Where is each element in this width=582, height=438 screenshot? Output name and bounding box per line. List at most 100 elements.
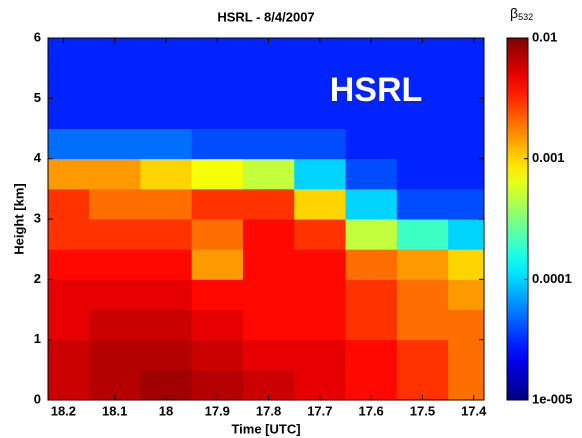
heatmap-cell (345, 68, 398, 99)
heatmap-cell (345, 309, 398, 341)
y-tick-label: 2 (34, 271, 41, 286)
heatmap-cell (396, 188, 449, 220)
heatmap-cell (294, 188, 347, 220)
heatmap-cell (396, 279, 449, 310)
heatmap-cell (242, 158, 295, 190)
heatmap-cell (89, 249, 141, 280)
annotation: HSRL (330, 71, 423, 109)
heatmap-cell (396, 219, 449, 250)
heatmap-cell (396, 38, 449, 69)
heatmap-cell (140, 38, 193, 69)
heatmap-cell (294, 38, 347, 69)
heatmap-cell (140, 309, 193, 341)
heatmap-cell (48, 98, 90, 129)
heatmap-cell (140, 249, 193, 280)
heatmap-cell (448, 38, 484, 69)
y-tick-label: 6 (34, 29, 41, 44)
heatmap-cell (242, 219, 295, 250)
heatmap-cell (345, 38, 398, 69)
heatmap-cell (448, 158, 484, 190)
heatmap-cell (242, 339, 295, 371)
heatmap-cell (191, 279, 244, 310)
heatmap-cell (345, 98, 398, 129)
heatmap-cell (191, 249, 244, 280)
heatmap-cell (140, 158, 193, 190)
heatmap-cell (48, 279, 90, 310)
heatmap-cell (89, 369, 141, 400)
heatmap-cell (191, 309, 244, 341)
heatmap-cell (242, 309, 295, 341)
heatmap-cell (140, 339, 193, 371)
heatmap-cell (345, 128, 398, 160)
heatmap-cell (448, 339, 484, 371)
heatmap-cell (140, 128, 193, 160)
heatmap-cell (191, 158, 244, 190)
heatmap-cell (89, 339, 141, 371)
colorbar-tick-label: 0.0001 (532, 271, 572, 286)
y-tick-label: 0 (34, 391, 41, 406)
heatmap-cell (345, 188, 398, 220)
colorbar-tick-label: 0.001 (532, 150, 565, 165)
heatmap-cell (89, 219, 141, 250)
x-tick-label: 17.9 (205, 403, 230, 418)
heatmap-cell (448, 309, 484, 341)
heatmap-cell (48, 38, 90, 69)
chart-title: HSRL - 8/4/2007 (217, 9, 314, 24)
heatmap-cell (448, 369, 484, 400)
heatmap-cell (48, 249, 90, 280)
heatmap-cell (448, 188, 484, 220)
heatmap-cell (294, 309, 347, 341)
y-tick-label: 3 (34, 210, 41, 225)
heatmap-cell (89, 188, 141, 220)
x-tick-label: 18.2 (51, 403, 76, 418)
heatmap-cell (191, 219, 244, 250)
heatmap-cell (89, 68, 141, 99)
y-tick-label: 5 (34, 90, 41, 105)
heatmap-cell (345, 279, 398, 310)
heatmap-cell (242, 249, 295, 280)
colorbar-label: β532 (510, 5, 533, 23)
heatmap-cell (294, 219, 347, 250)
heatmap-cell (294, 68, 347, 99)
colorbar-tick-label: 0.01 (532, 29, 557, 44)
heatmap-cell (191, 98, 244, 129)
heatmap-cell (448, 98, 484, 129)
heatmap-cell (345, 249, 398, 280)
heatmap-cell (242, 188, 295, 220)
heatmap-cell (48, 188, 90, 220)
heatmap-cell (191, 38, 244, 69)
heatmap-cell (396, 128, 449, 160)
heatmap-cell (242, 369, 295, 400)
x-tick-label: 18.1 (102, 403, 127, 418)
heatmap-cell (191, 188, 244, 220)
heatmap-cell (89, 128, 141, 160)
x-tick-label: 18 (159, 403, 173, 418)
x-tick-label: 17.4 (461, 403, 487, 418)
colorbar-subscript: 532 (518, 12, 533, 22)
heatmap-cell (89, 38, 141, 69)
heatmap-cell (89, 309, 141, 341)
heatmap-cell (294, 279, 347, 310)
heatmap-cell (448, 68, 484, 99)
colorbar-tick-label: 1e-005 (532, 391, 572, 406)
heatmap-cell (140, 68, 193, 99)
heatmap-cell (191, 339, 244, 371)
heatmap-cell (294, 98, 347, 129)
heatmap-cell (345, 369, 398, 400)
heatmap-cell (345, 339, 398, 371)
heatmap-cell (48, 339, 90, 371)
x-tick-label: 17.8 (256, 403, 281, 418)
heatmap-cell (48, 309, 90, 341)
heatmap-cell (140, 369, 193, 400)
heatmap-cell (191, 128, 244, 160)
heatmap-cell (396, 339, 449, 371)
heatmap-cell (89, 279, 141, 310)
heatmap-cell (242, 68, 295, 99)
heatmap-cell (89, 158, 141, 190)
heatmap-cell (191, 369, 244, 400)
heatmap-cell (242, 279, 295, 310)
heatmap-cell (448, 249, 484, 280)
heatmap-cell (294, 128, 347, 160)
heatmap-cell (448, 279, 484, 310)
heatmap-cell (242, 98, 295, 129)
